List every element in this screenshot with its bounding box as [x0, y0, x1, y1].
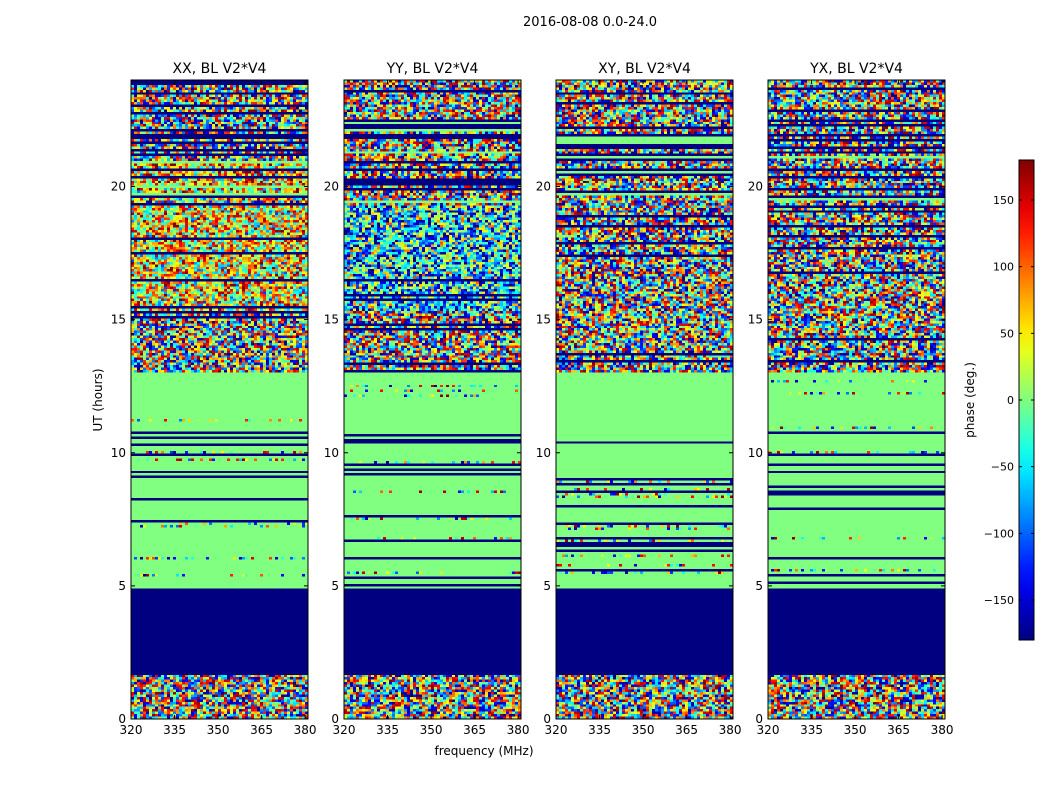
x-tick-label-2-1: 335 — [376, 723, 399, 737]
y-tick-label-2-4: 20 — [324, 180, 339, 194]
x-tick-label-1-3: 365 — [250, 723, 273, 737]
suptitle: 2016-08-08 0.0-24.0 — [523, 15, 657, 30]
x-tick-label-1-0: 320 — [120, 723, 143, 737]
x-tick-label-2-3: 365 — [463, 723, 486, 737]
x-tick-label-3-1: 335 — [588, 723, 611, 737]
colorbar-tick-label-0: 150 — [993, 194, 1014, 207]
y-tick-label-4-1: 5 — [755, 579, 763, 593]
y-tick-label-1-2: 10 — [111, 446, 126, 460]
y-tick-label-4-0: 0 — [755, 712, 763, 726]
colorbar-tick-label-6: −150 — [984, 594, 1014, 607]
panel-3: XY, BL V2*V4 320 335 350 365 380 0 5 10 15 20 — [536, 61, 742, 737]
colorbar-tick-label-1: 100 — [993, 261, 1014, 274]
panel-frame-3 — [555, 79, 734, 720]
y-tick-label-4-4: 20 — [748, 180, 763, 194]
panel-frame-4 — [767, 79, 946, 720]
y-tick-label-1-4: 20 — [111, 180, 126, 194]
x-tick-label-2-2: 350 — [420, 723, 443, 737]
y-tick-label-2-3: 15 — [324, 313, 339, 327]
y-tick-label-2-2: 10 — [324, 446, 339, 460]
x-tick-label-3-0: 320 — [545, 723, 568, 737]
panel-4: YX, BL V2*V4 320 335 350 365 380 0 5 10 15 20 — [748, 61, 954, 737]
x-tick-label-3-2: 350 — [632, 723, 655, 737]
y-tick-label-3-1: 5 — [543, 579, 551, 593]
colorbar-tick-label-4: −50 — [991, 461, 1014, 474]
heatmap-cells-1 — [131, 80, 308, 719]
x-tick-label-4-4: 380 — [931, 723, 954, 737]
colorbar-tick-label-3: 0 — [1007, 394, 1014, 407]
y-tick-label-1-0: 0 — [118, 712, 126, 726]
heatmap-cells-2 — [344, 80, 521, 719]
panel-title-3: XY, BL V2*V4 — [598, 61, 691, 77]
panel-frame-2 — [343, 79, 522, 720]
y-tick-label-1-1: 5 — [118, 579, 126, 593]
panel-2: YY, BL V2*V4 320 335 350 365 380 0 5 10 15 20 — [324, 61, 530, 737]
panel-title-1: XX, BL V2*V4 — [173, 61, 267, 77]
x-axis-label: frequency (MHz) — [434, 744, 533, 758]
y-tick-label-3-4: 20 — [536, 180, 551, 194]
y-tick-label-1-3: 15 — [111, 313, 126, 327]
y-tick-label-2-1: 5 — [331, 579, 339, 593]
x-tick-label-4-3: 365 — [887, 723, 910, 737]
colorbar-tick-label-5: −100 — [984, 527, 1014, 540]
x-tick-label-3-3: 365 — [675, 723, 698, 737]
x-tick-label-1-2: 350 — [207, 723, 230, 737]
y-axis-label: UT (hours) — [91, 368, 105, 431]
x-tick-label-4-1: 335 — [800, 723, 823, 737]
panel-frame-1 — [130, 79, 309, 720]
x-tick-label-2-0: 320 — [333, 723, 356, 737]
y-tick-label-4-3: 15 — [748, 313, 763, 327]
y-tick-label-2-0: 0 — [331, 712, 339, 726]
panel-1: XX, BL V2*V4 320 335 350 365 380 0 5 10 15 20 — [111, 61, 317, 737]
x-tick-label-4-2: 350 — [844, 723, 867, 737]
x-tick-label-2-4: 380 — [507, 723, 530, 737]
y-tick-label-3-2: 10 — [536, 446, 551, 460]
colorbar-tick-label-2: 50 — [1000, 327, 1014, 340]
x-tick-label-3-4: 380 — [719, 723, 742, 737]
y-tick-label-3-0: 0 — [543, 712, 551, 726]
y-tick-label-3-3: 15 — [536, 313, 551, 327]
x-tick-label-1-4: 380 — [294, 723, 317, 737]
y-tick-label-4-2: 10 — [748, 446, 763, 460]
x-tick-label-1-1: 335 — [163, 723, 186, 737]
colorbar-label: phase (deg.) — [963, 362, 977, 438]
colorbar: 150 100 50 0 −50 −100 −150 — [984, 159, 1035, 641]
heatmap-cells-4 — [768, 80, 945, 719]
x-tick-label-4-0: 320 — [757, 723, 780, 737]
panel-title-4: YX, BL V2*V4 — [809, 61, 903, 77]
heatmap-cells-3 — [556, 80, 733, 719]
panel-title-2: YY, BL V2*V4 — [386, 61, 479, 77]
